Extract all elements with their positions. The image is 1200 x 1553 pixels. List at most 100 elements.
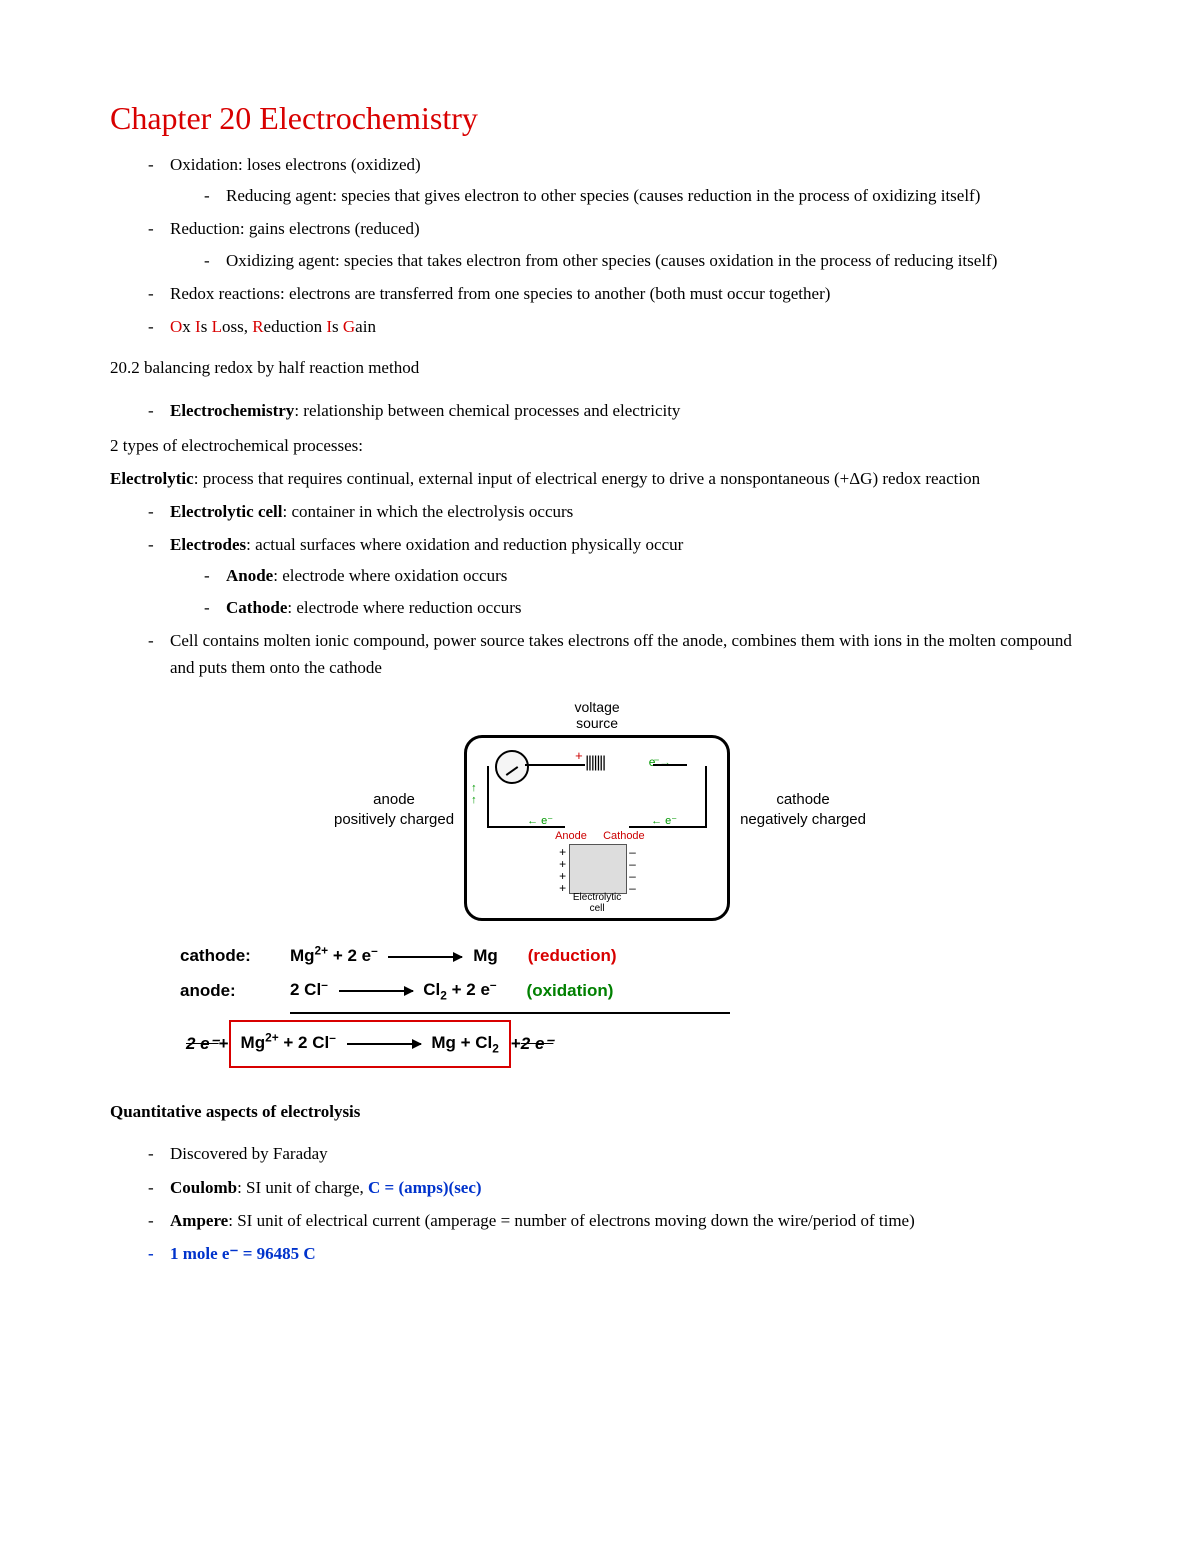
definition: : process that requires continual, exter…: [194, 469, 980, 488]
eq-label: anode:: [180, 974, 290, 1008]
two-types-intro: 2 types of electrochemical processes:: [110, 432, 1090, 461]
electrolytic-cell-icon: [569, 844, 627, 894]
eq-annotation: (reduction): [528, 939, 617, 973]
minus-charges: ––––: [629, 846, 636, 894]
wire: [487, 766, 489, 826]
cancelled-term: 2 e⁻: [521, 1027, 554, 1061]
page: Chapter 20 Electrochemistry Oxidation: l…: [0, 0, 1200, 1335]
label-text: negatively charged: [740, 810, 866, 830]
superscript: 2+: [265, 1031, 279, 1045]
list-item: Coulomb: SI unit of charge, C = (amps)(s…: [170, 1174, 1090, 1201]
definition: : electrode where reduction occurs: [287, 598, 521, 617]
subscript: 2: [440, 989, 447, 1003]
chapter-title: Chapter 20 Electrochemistry: [110, 100, 1090, 137]
wire: [525, 764, 585, 766]
cell-center: voltagesource + | | | | | | | e⁻ →: [464, 699, 730, 921]
wire: [705, 766, 707, 826]
definition: : actual surfaces where oxidation and re…: [246, 535, 683, 554]
list-item: Reduction: gains electrons (reduced) Oxi…: [170, 215, 1090, 273]
wire: [487, 826, 565, 828]
cell-box: + | | | | | | | e⁻ → ↑ ↑ ← e⁻ ← e: [464, 735, 730, 921]
eq-term: + 2 e: [447, 980, 490, 999]
electrolytic-list: Electrolytic cell: container in which th…: [110, 498, 1090, 681]
equation-divider: [290, 1012, 730, 1014]
eq-term: Mg: [290, 946, 315, 965]
reaction-arrow-icon: [388, 956, 462, 958]
list-item: Oxidation: loses electrons (oxidized) Re…: [170, 151, 1090, 209]
superscript: –: [490, 977, 497, 991]
list-item: Cell contains molten ionic compound, pow…: [170, 627, 1090, 681]
net-equation: 2 e⁻ + Mg2+ + 2 Cl– Mg + Cl2 + 2 e⁻: [186, 1020, 1090, 1067]
arrow-glyph: ↑: [471, 794, 477, 806]
quantitative-list: Discovered by Faraday Coulomb: SI unit o…: [110, 1140, 1090, 1267]
eq-label: cathode:: [180, 939, 290, 973]
term: Anode: [226, 566, 273, 585]
definition: : relationship between chemical processe…: [294, 401, 680, 420]
formula: C = (amps)(sec): [368, 1178, 482, 1197]
electron-arrow: ← e⁻: [651, 814, 677, 827]
ammeter-icon: [495, 750, 529, 784]
subscript: 2: [492, 1042, 499, 1056]
reaction-arrow-icon: [347, 1043, 421, 1045]
list-item: Anode: electrode where oxidation occurs: [226, 562, 1090, 589]
eq-term: +: [511, 1027, 521, 1061]
electrolytic-def: Electrolytic: process that requires cont…: [110, 465, 1090, 494]
electrochem-def-list: Electrochemistry: relationship between c…: [110, 397, 1090, 424]
definition: : SI unit of charge,: [237, 1178, 368, 1197]
oilrig-mnemonic: Ox Is Loss, Reduction Is Gain: [170, 313, 1090, 340]
superscript: –: [321, 977, 328, 991]
term: Electrolytic: [110, 469, 194, 488]
label-text: positively charged: [334, 810, 454, 830]
superscript: –: [329, 1031, 336, 1045]
intro-list: Oxidation: loses electrons (oxidized) Re…: [110, 151, 1090, 340]
anode-label: Anode: [555, 830, 587, 842]
battery-cells: | | | | | | |: [585, 754, 604, 772]
electron-arrow: ← e⁻: [527, 814, 553, 827]
arrow-glyph: ↑: [471, 782, 477, 794]
plus-charges: ++++: [559, 846, 566, 894]
cathode-equation: cathode: Mg2+ + 2 e– Mg (reduction): [180, 939, 1090, 973]
eq-body: 2 Cl– Cl2 + 2 e–: [290, 973, 497, 1008]
eq-term: Mg: [241, 1033, 266, 1052]
electrolytic-cell-diagram: anode positively charged voltagesource +…: [110, 699, 1090, 921]
definition: : SI unit of electrical current (amperag…: [228, 1211, 915, 1230]
eq-term: + 2 e: [328, 946, 371, 965]
definition: : electrode where oxidation occurs: [273, 566, 507, 585]
cancelled-term: 2 e⁻: [186, 1027, 219, 1061]
list-item: Ampere: SI unit of electrical current (a…: [170, 1207, 1090, 1234]
list-item: 1 mole e⁻ = 96485 C: [170, 1240, 1090, 1267]
list-item: Electrochemistry: relationship between c…: [170, 397, 1090, 424]
bullet-text: Oxidation: loses electrons (oxidized): [170, 155, 421, 174]
eq-term: Mg: [473, 946, 498, 965]
term: Coulomb: [170, 1178, 237, 1197]
label-text: cathode: [740, 790, 866, 810]
anode-side-label: anode positively charged: [324, 790, 464, 831]
battery-icon: + | | | | | | | e⁻ →: [585, 754, 655, 776]
list-item: Electrodes: actual surfaces where oxidat…: [170, 531, 1090, 621]
term: Electrodes: [170, 535, 246, 554]
label-text: anode: [334, 790, 454, 810]
eq-annotation: (oxidation): [527, 974, 614, 1008]
reaction-arrow-icon: [339, 990, 413, 992]
list-item: Cathode: electrode where reduction occur…: [226, 594, 1090, 621]
term: Electrolytic cell: [170, 502, 283, 521]
eq-body: Mg2+ + 2 e– Mg: [290, 939, 498, 973]
list-item: Electrolytic cell: container in which th…: [170, 498, 1090, 525]
term: Cathode: [226, 598, 287, 617]
list-item: Reducing agent: species that gives elect…: [226, 182, 1090, 209]
anode-equation: anode: 2 Cl– Cl2 + 2 e– (oxidation): [180, 973, 1090, 1008]
term: Ampere: [170, 1211, 228, 1230]
list-item: Discovered by Faraday: [170, 1140, 1090, 1167]
superscript: –: [371, 943, 378, 957]
eq-term: +: [219, 1027, 229, 1061]
electrolytic-cell-label: Electrolyticcell: [467, 892, 727, 914]
term: Electrochemistry: [170, 401, 294, 420]
half-reaction-equations: cathode: Mg2+ + 2 e– Mg (reduction) anod…: [180, 939, 1090, 1067]
electron-arrow: e⁻ →: [649, 755, 669, 769]
cathode-side-label: cathode negatively charged: [730, 790, 876, 831]
net-equation-box: Mg2+ + 2 Cl– Mg + Cl2: [229, 1020, 511, 1067]
wire: [653, 764, 687, 766]
eq-term: 2 Cl: [290, 980, 321, 999]
eq-term: + 2 Cl: [279, 1033, 330, 1052]
superscript: 2+: [315, 943, 329, 957]
